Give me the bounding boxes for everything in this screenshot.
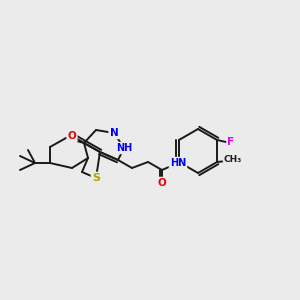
Text: O: O: [68, 131, 76, 141]
Text: NH: NH: [116, 143, 132, 153]
Text: HN: HN: [170, 158, 186, 168]
Text: N: N: [110, 128, 118, 138]
Text: CH₃: CH₃: [224, 155, 242, 164]
Text: O: O: [158, 178, 166, 188]
Text: S: S: [92, 173, 100, 183]
Text: F: F: [227, 137, 235, 147]
